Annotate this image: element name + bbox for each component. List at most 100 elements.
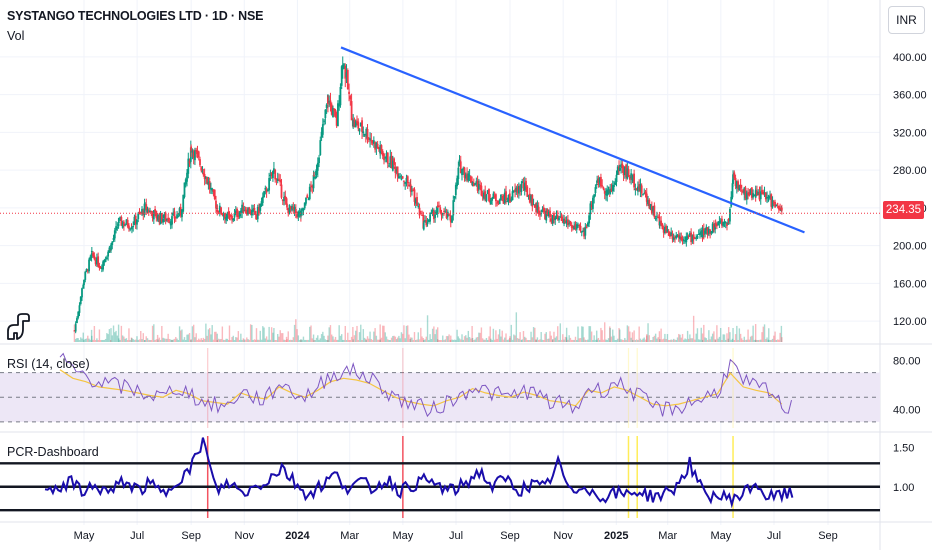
time-tick-label: 2024 [285,530,310,542]
candle-body [173,211,176,219]
candle-body [78,305,81,313]
candle-body [134,215,137,224]
candle-body [124,224,127,226]
candle-body [488,189,490,201]
candle-body [742,190,744,193]
candle-body [459,161,462,174]
volume-bar [501,330,503,342]
candle-body [596,180,599,183]
candle-body [667,230,670,236]
volume-bar [362,329,365,342]
candle-body [620,164,622,168]
candle-body [677,234,680,238]
volume-bar [203,338,206,342]
volume-bar [216,340,218,342]
volume-bar [81,338,83,342]
candle-body [690,232,693,243]
volume-bar [631,332,634,342]
candle-body [471,181,474,186]
volume-bar [135,339,137,342]
volume-bar [680,337,682,342]
candle-body [225,216,228,221]
candle-body [592,197,594,209]
candle-body [171,216,173,225]
volume-bar [504,337,506,342]
candle-body [191,150,194,153]
volume-bar [741,338,743,342]
rsi-pane-label[interactable]: RSI (14, close) [7,357,90,371]
volume-bar [349,339,352,342]
volume-bar [652,336,654,342]
volume-bar [624,337,626,342]
candle-body [551,215,554,224]
candle-body [297,211,300,217]
candle-body [653,205,656,218]
candle-body [158,216,161,223]
candle-body [613,185,615,187]
candle-body [750,187,753,198]
volume-bar [570,339,573,342]
volume-bar [622,339,625,342]
volume-bar [87,335,89,342]
volume-bar [417,332,419,342]
volume-bar [91,335,93,342]
candle-body [536,205,539,211]
rsi-ma-line [59,369,783,407]
price-tick-label: 120.00 [893,316,927,328]
candle-body [542,207,545,212]
candle-body [443,210,445,212]
candle-body [528,193,531,203]
candle-body [448,213,450,215]
volume-bar [584,339,587,342]
volume-bar [273,328,275,342]
candle-body [256,206,259,220]
volume-bar [467,330,470,342]
candle-body [607,189,610,191]
candle-body [616,166,619,175]
candle-body [117,217,120,224]
candle-body [776,203,779,205]
candle-body [356,120,358,123]
candle-body [371,140,374,143]
volume-bar [582,326,584,342]
candle-body [560,216,563,221]
candle-body [709,229,712,234]
volume-bar [201,339,204,342]
volume-bar [320,334,323,342]
volume-bar [458,338,461,342]
volume-bar [358,332,361,342]
volume-bar [658,331,661,342]
volume-bar [258,339,260,342]
volume-bar [646,335,648,342]
candle-body [519,186,522,190]
candle-body [717,222,720,226]
volume-bar [770,339,772,342]
candle-body [341,64,344,70]
volume-bar [437,327,439,342]
volume-bar [620,339,622,342]
pcr-pane-label[interactable]: PCR-Dashboard [7,445,99,459]
volume-bar [449,339,452,342]
candle-body [679,236,681,240]
volume-bar [725,339,727,342]
volume-bar [633,330,635,342]
volume-bar [313,339,315,342]
volume-bar [370,339,373,342]
volume-bar [379,339,381,342]
symbol-title[interactable]: SYSTANGO TECHNOLOGIES LTD · 1D · NSE [7,9,264,23]
candle-body [88,259,90,272]
candle-body [436,206,439,208]
volume-bar [757,339,759,342]
candle-body [120,216,123,226]
volume-bar [395,339,398,342]
trendline [340,46,805,234]
volume-bar [306,339,308,342]
candle-body [137,213,140,219]
price-tick-label: 400.00 [893,52,927,64]
currency-button[interactable]: INR [888,6,925,34]
volume-bar [278,336,280,342]
candle-body [686,236,689,238]
volume-bar [242,338,245,342]
candle-body [283,197,285,202]
